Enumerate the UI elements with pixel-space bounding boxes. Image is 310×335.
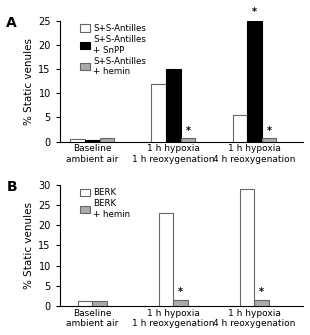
Bar (159, 213, 173, 306)
Text: *: * (178, 287, 183, 297)
Text: *: * (252, 7, 257, 17)
Bar (78, 300, 92, 306)
Legend: BERK, BERK
+ hemin: BERK, BERK + hemin (79, 188, 131, 220)
Legend: S+S-Antilles, S+S-Antilles
+ SnPP, S+S-Antilles
+ hemin: S+S-Antilles, S+S-Antilles + SnPP, S+S-A… (79, 23, 147, 77)
Y-axis label: % Static venules: % Static venules (24, 202, 34, 289)
Bar (85, 140, 100, 141)
Bar (92, 300, 107, 306)
Bar (232, 115, 247, 141)
Bar (151, 83, 166, 141)
Bar (262, 138, 276, 141)
Bar (255, 300, 269, 306)
Text: B: B (6, 180, 17, 194)
Bar (100, 138, 114, 141)
Bar (247, 21, 262, 141)
Bar (173, 300, 188, 306)
Bar (240, 189, 255, 306)
Text: *: * (259, 287, 264, 297)
Bar (70, 139, 85, 141)
Bar (181, 138, 195, 141)
Y-axis label: % Static venules: % Static venules (24, 38, 34, 125)
Text: A: A (6, 16, 17, 30)
Bar (166, 69, 181, 141)
Text: *: * (185, 126, 190, 136)
Text: *: * (267, 126, 272, 136)
